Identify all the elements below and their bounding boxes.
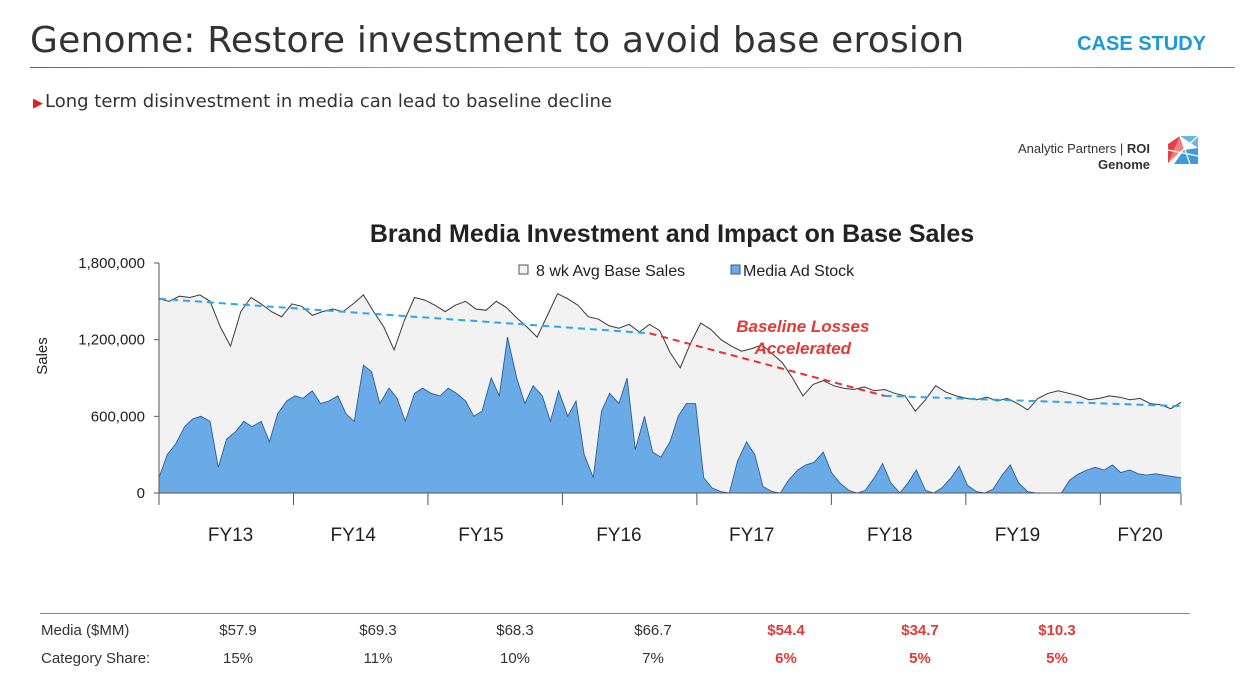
x-tick-label: FY16 [596,525,641,546]
media-value: $34.7 [901,622,939,639]
share-value: 11% [363,650,393,667]
red-trend-line [649,332,885,397]
y-axis-label: Sales [34,337,51,375]
share-value: 10% [499,650,531,667]
media-ad-stock-area-line [158,337,1182,494]
media-value: $54.4 [767,622,805,639]
legend-swatch-media-ad-stock [730,264,741,275]
blue-trend-1-line [158,297,650,335]
y-tick-label: 1,800,000 [78,255,145,272]
legend-swatch-base-sales [518,264,529,275]
brand-roi: ROI [1126,141,1150,156]
case-study-tag: CASE STUDY [1077,33,1206,55]
x-tick-label: FY20 [1117,525,1162,546]
base-sales-chart: Brand Media Investment and Impact on Bas… [34,220,1182,546]
x-tick-label: FY18 [867,525,912,546]
media-value: $10.3 [1038,622,1076,639]
share-value: 6% [775,650,797,667]
media-value: $69.3 [359,622,397,639]
media-value: $66.7 [634,622,672,639]
page-title: Genome: Restore investment to avoid base… [30,20,965,61]
footer-divider [40,613,1190,614]
x-tick-label: FY19 [995,525,1040,546]
brand-block: Analytic Partners | ROI Genome [1018,141,1150,173]
media-value: $68.3 [496,622,534,639]
y-tick-label: 600,000 [91,408,145,425]
y-tick-label: 1,200,000 [78,332,145,349]
x-tick-label: FY14 [330,525,376,546]
title-divider [30,67,1235,68]
x-tick-label: FY15 [458,525,503,546]
media-ad-stock-area [159,337,1181,493]
blue-trend-2-line [884,394,1182,408]
media-label: Media ($MM) [41,622,130,639]
chart-legend: 8 wk Avg Base Sales Media Ad Stock [518,263,855,280]
bullet-arrow-icon: ▶ [33,96,43,111]
share-value: 5% [1046,650,1068,667]
annotation-line-2: Accelerated [754,339,852,358]
x-tick-label: FY13 [208,525,253,546]
x-tick-label: FY17 [729,525,774,546]
share-value: 5% [909,650,931,667]
share-value: 7% [642,650,664,667]
legend-label-media-ad-stock: Media Ad Stock [743,263,855,280]
brand-genome: Genome [1097,157,1150,172]
roi-genome-logo-icon [1167,135,1199,165]
category-share-label: Category Share: [41,650,151,667]
share-value: 15% [222,650,254,667]
legend-label-base-sales: 8 wk Avg Base Sales [536,263,685,280]
subtitle: ▶ Long term disinvestment in media can le… [33,91,612,112]
y-tick-label: 0 [137,485,145,502]
chart-title: Brand Media Investment and Impact on Bas… [370,220,974,248]
media-value: $57.9 [219,622,257,639]
annotation-line-1: Baseline Losses [736,317,869,336]
subtitle-text: Long term disinvestment in media can lea… [45,91,612,112]
brand-company: Analytic Partners | [1018,141,1127,156]
